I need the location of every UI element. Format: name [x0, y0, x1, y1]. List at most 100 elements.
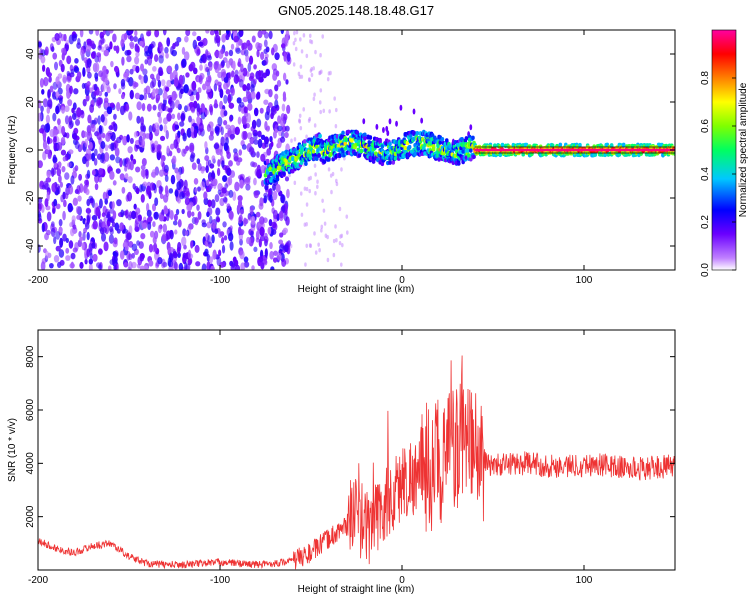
- spectrogram-cell: [197, 128, 202, 136]
- spectrogram-cell: [70, 252, 76, 260]
- spectrogram-cell: [201, 103, 206, 114]
- spectrogram-cell: [167, 257, 172, 267]
- spectrogram-cell: [85, 207, 91, 214]
- spectrogram-cell: [45, 229, 51, 236]
- spectrogram-cell: [299, 125, 303, 131]
- spectrogram-cell: [229, 170, 236, 178]
- spectrogram-cell: [225, 60, 231, 69]
- spectrogram-cell: [228, 160, 233, 167]
- spectrogram-cell: [55, 203, 61, 210]
- spectrogram-cell: [82, 131, 88, 138]
- spectrogram-cell: [265, 46, 270, 53]
- spectrogram-cell: [156, 73, 161, 82]
- spectrogram-cell: [213, 61, 219, 70]
- spectrogram-cell: [141, 222, 148, 229]
- spectrogram-cell: [147, 44, 153, 55]
- spectrogram-cell: [326, 76, 330, 82]
- spectrogram-cell: [98, 198, 103, 209]
- spectrogram-cell: [309, 243, 313, 249]
- spectrogram-cell: [85, 148, 91, 155]
- snr-xtick-label: 0: [399, 575, 405, 586]
- spectrogram-cell: [48, 76, 52, 83]
- spectrogram-cell: [235, 47, 241, 54]
- spectrogram-cell: [322, 108, 326, 114]
- spec-xtick-label: -200: [28, 275, 48, 286]
- spectrogram-cell: [45, 66, 51, 77]
- spectrogram-cell: [113, 123, 118, 132]
- spectrogram-cell: [102, 191, 107, 200]
- spectrogram-cell: [300, 74, 304, 79]
- spectrogram-cell: [98, 70, 104, 78]
- spectrogram-cell: [195, 261, 201, 267]
- spectrogram-cell: [190, 61, 196, 70]
- spectrogram-cell: [169, 229, 174, 240]
- spectrogram-cell: [139, 255, 144, 262]
- spectrogram-cell: [95, 30, 100, 36]
- spectrogram-cell: [327, 167, 331, 172]
- spectrogram-cell: [44, 250, 50, 260]
- spectrogram-cell: [251, 35, 256, 43]
- spectrogram-cell: [388, 141, 392, 147]
- spectrogram-cell: [415, 131, 420, 136]
- spectrogram-cell: [226, 30, 230, 35]
- spectrogram-cell: [242, 67, 248, 77]
- spectrogram-cell: [227, 232, 234, 242]
- spectrogram-cell: [185, 187, 190, 197]
- spectrogram-cell: [190, 240, 194, 249]
- spectrogram-cell: [227, 71, 232, 80]
- spectrogram-cell: [187, 249, 192, 260]
- spectrogram-cell: [220, 59, 225, 67]
- spectrogram-cell: [319, 109, 322, 115]
- spectrogram-cell: [205, 186, 210, 193]
- spectrogram-cell: [196, 186, 202, 192]
- spectrogram-cell: [263, 173, 268, 178]
- spectrogram-cell: [213, 251, 217, 258]
- spectrogram-cell: [269, 250, 274, 260]
- spectrogram-cell: [294, 37, 297, 42]
- spectrogram-cell: [209, 163, 215, 169]
- snr-frame: [37, 329, 676, 571]
- spectrogram-cell: [240, 63, 244, 73]
- spectrogram-cell: [216, 217, 221, 223]
- spectrogram-cell: [116, 101, 121, 112]
- spectrogram-cell: [38, 127, 45, 134]
- spectrogram-cell: [188, 257, 193, 265]
- spectrogram-cell: [317, 153, 321, 158]
- spectrogram-cell: [44, 123, 50, 133]
- spectrogram-cell: [159, 124, 163, 132]
- spectrogram-cell: [162, 223, 168, 234]
- spectrogram-cell: [127, 30, 134, 35]
- spectrogram-cell: [259, 216, 265, 225]
- spectrogram-cell: [160, 135, 166, 141]
- spectrogram-cell: [101, 227, 108, 234]
- spectrogram-cell: [218, 249, 222, 257]
- spectrogram-cell: [621, 142, 626, 148]
- spectrogram-cell: [158, 67, 163, 77]
- spectrogram-cell: [235, 264, 241, 270]
- spectrogram-cell: [214, 99, 218, 107]
- spectrogram-cell: [174, 189, 179, 197]
- spectrogram-cell: [133, 203, 137, 210]
- spectrogram-cell: [167, 94, 173, 101]
- spectrogram-cell: [280, 30, 285, 35]
- spectrogram-cell: [88, 195, 94, 201]
- spectrogram-cell: [225, 124, 231, 130]
- spectrogram-cell: [315, 144, 319, 150]
- spectrogram-cell: [185, 30, 191, 37]
- spectrogram-cell: [97, 45, 102, 51]
- spectrogram-cell: [593, 152, 598, 157]
- spectrogram-cell: [154, 88, 159, 94]
- spectrogram-cell: [134, 92, 141, 100]
- spectrogram-cell: [140, 194, 145, 203]
- spectrogram-cell: [69, 72, 75, 78]
- spectrogram-cell: [233, 151, 239, 162]
- spectrogram-cell: [266, 148, 272, 156]
- spectrogram-cell: [322, 208, 326, 213]
- spectrogram-cell: [286, 104, 291, 115]
- spectrogram-cell: [305, 134, 308, 139]
- spectrogram-cell: [363, 132, 367, 137]
- spectrogram-cell: [86, 215, 91, 225]
- spectrogram-cell: [284, 125, 290, 132]
- spectrogram-cell: [126, 134, 130, 143]
